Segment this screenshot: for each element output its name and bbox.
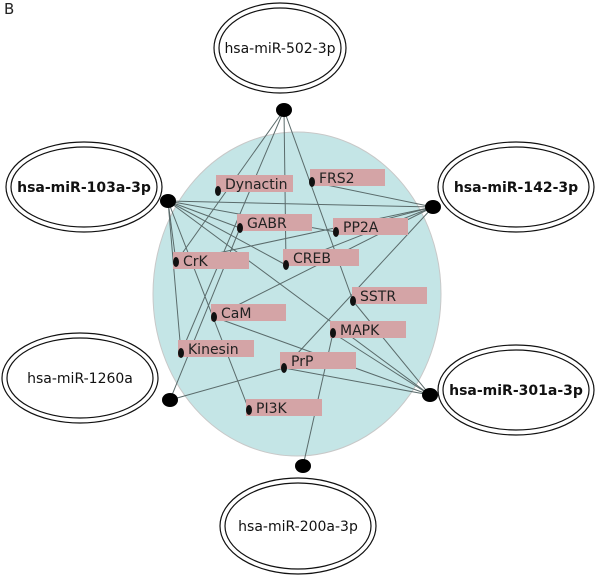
- mirna-node-m502[interactable]: hsa-miR-502-3p: [213, 2, 347, 117]
- edge-m103-CREB: [167, 200, 287, 266]
- target-label: SSTR: [360, 289, 396, 305]
- target-label: PrP: [291, 354, 313, 370]
- target-node-mapk[interactable]: MAPK: [330, 321, 406, 339]
- node-dot: [237, 223, 243, 233]
- connector-dot: [295, 459, 311, 473]
- connector-dot: [425, 200, 441, 214]
- connector-dot: [160, 194, 176, 208]
- panel-label: B: [4, 0, 15, 18]
- edge-m103-m142: [167, 200, 434, 208]
- mirna-node-m301[interactable]: hsa-miR-301a-3p: [422, 344, 595, 436]
- label-box: [352, 287, 427, 304]
- label-box: [211, 304, 286, 321]
- edge-m301-SSTR: [352, 300, 431, 396]
- target-node-pp2a[interactable]: PP2A: [333, 218, 408, 237]
- edge-m502-Kinesin: [180, 109, 285, 354]
- target-label: PI3K: [256, 401, 287, 417]
- target-label: Kinesin: [188, 342, 239, 358]
- target-label: FRS2: [319, 171, 355, 187]
- target-label: PP2A: [343, 220, 379, 236]
- edge-m103-m301: [167, 200, 431, 396]
- node-dot: [173, 257, 179, 267]
- mirna-label: hsa-miR-301a-3p: [449, 383, 583, 399]
- target-node-pi3k[interactable]: PI3K: [246, 399, 322, 417]
- edge-m103-GABR: [167, 200, 241, 229]
- target-node-gabr[interactable]: GABR: [237, 214, 312, 233]
- target-node-creb[interactable]: CREB: [283, 249, 359, 270]
- label-box: [310, 169, 385, 186]
- target-node-kinesin[interactable]: Kinesin: [178, 340, 254, 358]
- edge-m1260-PrP: [169, 367, 285, 401]
- node-dot: [215, 186, 221, 196]
- edge-m103-Kinesin: [167, 200, 182, 354]
- connector-dot: [162, 393, 178, 407]
- node-dot: [333, 227, 339, 237]
- node-dot: [178, 348, 184, 358]
- edge-m502-SSTR: [283, 109, 354, 302]
- mirna-label: hsa-miR-1260a: [27, 371, 133, 387]
- mirna-label: hsa-miR-502-3p: [224, 41, 335, 57]
- node-dot: [309, 177, 315, 187]
- label-box: [173, 252, 249, 269]
- target-label: GABR: [247, 216, 287, 232]
- label-box: [178, 340, 254, 357]
- target-node-frs2[interactable]: FRS2: [309, 169, 385, 187]
- target-node-dynactin[interactable]: Dynactin: [215, 175, 293, 196]
- label-box: [333, 218, 408, 235]
- node-dot: [281, 363, 287, 373]
- target-label: CREB: [293, 251, 331, 267]
- mirna-label: hsa-miR-142-3p: [454, 180, 578, 196]
- label-box: [280, 352, 356, 369]
- mirna-node-m1260[interactable]: hsa-miR-1260a: [1, 332, 178, 424]
- target-label: Dynactin: [225, 177, 287, 193]
- node-dot: [283, 260, 289, 270]
- target-node-prp[interactable]: PrP: [280, 352, 356, 373]
- mirna-label: hsa-miR-200a-3p: [238, 519, 358, 535]
- label-box: [237, 214, 312, 231]
- target-node-cam[interactable]: CaM: [211, 304, 286, 322]
- mirna-label: hsa-miR-103a-3p: [17, 180, 151, 196]
- mirna-node-m103[interactable]: hsa-miR-103a-3p: [5, 141, 176, 233]
- mirna-node-m200[interactable]: hsa-miR-200a-3p: [219, 459, 377, 575]
- target-label: CaM: [221, 306, 251, 322]
- target-label: CrK: [183, 254, 209, 270]
- edge-m142-FRS2: [311, 181, 434, 208]
- mirna-node-m142[interactable]: hsa-miR-142-3p: [425, 141, 595, 233]
- node-dot: [211, 312, 217, 322]
- label-box: [246, 399, 322, 416]
- label-box: [216, 175, 293, 192]
- target-cluster: [152, 131, 442, 457]
- label-box: [283, 249, 359, 266]
- target-node-crk[interactable]: CrK: [173, 252, 249, 270]
- connector-dot: [276, 103, 292, 117]
- label-box: [330, 321, 406, 338]
- edge-m301-PrP: [283, 367, 431, 396]
- node-dot: [350, 296, 356, 306]
- connector-dot: [422, 388, 438, 402]
- node-dot: [330, 328, 336, 338]
- target-label: MAPK: [340, 323, 380, 339]
- target-node-sstr[interactable]: SSTR: [350, 287, 427, 306]
- node-dot: [246, 405, 252, 415]
- edge-m301-MAPK: [332, 332, 431, 396]
